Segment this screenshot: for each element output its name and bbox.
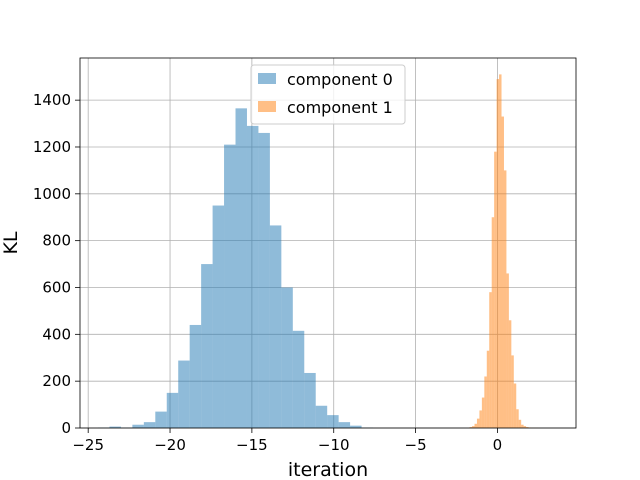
x-tick-label: −15 [236,436,268,454]
histogram-bar-component-1 [476,418,480,428]
x-tick-label: −5 [405,436,427,454]
histogram-bar-component-0 [143,422,156,428]
histogram-bar-component-1 [496,79,500,428]
series-component-1-bars [469,74,539,429]
histogram-bar-component-0 [224,144,236,428]
histogram-bar-component-1 [518,419,522,428]
y-tick-label: 1200 [33,138,71,156]
legend-swatch-component-1 [258,101,276,112]
histogram-bar-component-1 [474,423,477,428]
y-tick-label: 1400 [33,91,71,109]
histogram-bar-component-0 [132,424,144,428]
y-tick-label: 800 [42,232,71,250]
histogram-bar-component-1 [472,426,475,428]
histogram-bar-component-0 [178,360,190,428]
y-axis-label: KL [0,231,22,254]
histogram-bar-component-1 [516,409,519,428]
x-axis-label: iteration [288,459,368,480]
x-tick-label: −10 [318,436,350,454]
plot-frame [79,57,577,429]
y-tick-label: 400 [42,325,71,343]
x-tick-label: 0 [493,436,503,454]
histogram-bar-component-1 [526,427,529,428]
histogram-bar-component-0 [327,415,339,428]
histogram-bar-component-1 [489,292,492,428]
legend-label-component-0: component 0 [287,70,393,89]
histogram-bar-component-1 [469,427,473,428]
histogram-bar-component-0 [258,132,270,428]
x-tick-label: −25 [72,436,104,454]
legend-frame [250,64,406,125]
histogram-bar-component-0 [166,392,179,428]
x-axis-ticks: −25 −20 −15 −10 −5 0 [72,428,502,454]
series-component-0-bars [98,108,374,429]
legend-swatch-component-0 [258,73,276,84]
histogram-bar-component-0 [189,324,202,428]
y-axis-ticks: 0 200 400 600 800 1000 1200 1400 [33,91,80,437]
histogram-bar-component-0 [235,108,247,429]
legend: component 0 component 1 [250,64,406,125]
histogram-bar-component-1 [506,273,509,428]
y-tick-label: 200 [42,372,71,390]
histogram-bar-component-0 [201,264,213,428]
histogram-bar-component-1 [503,170,507,428]
y-tick-label: 1000 [33,185,71,203]
histogram-bar-component-1 [513,383,517,428]
histogram-bar-component-1 [491,217,495,428]
histogram-bar-component-1 [511,355,514,428]
histogram-bar-component-0 [292,330,305,428]
histogram-bar-component-1 [521,424,524,428]
x-tick-label: −20 [154,436,186,454]
histogram-bar-component-0 [212,205,225,428]
histogram-bar-component-0 [269,225,282,428]
histogram-bar-component-0 [155,411,167,428]
histogram-bar-component-1 [481,397,485,428]
histogram-bar-component-1 [508,320,512,428]
histogram-bar-component-0 [281,287,293,428]
histogram-bar-component-1 [494,151,497,428]
histogram-bar-component-1 [523,426,527,428]
histogram-bar-component-1 [501,116,504,428]
y-tick-label: 0 [61,419,71,437]
histogram-bar-component-0 [350,425,362,428]
legend-label-component-1: component 1 [287,98,393,117]
histogram-bar-component-1 [499,74,502,429]
histogram-bar-component-0 [338,422,351,428]
histogram-bar-component-1 [484,376,487,428]
histogram-bar-component-1 [486,350,490,428]
histogram-bar-component-0 [304,372,316,428]
histogram-bar-component-0 [109,426,121,428]
histogram-bar-component-0 [315,405,328,428]
histogram-bar-component-1 [479,410,482,428]
histogram-bar-component-0 [246,125,259,429]
y-tick-label: 600 [42,278,71,296]
